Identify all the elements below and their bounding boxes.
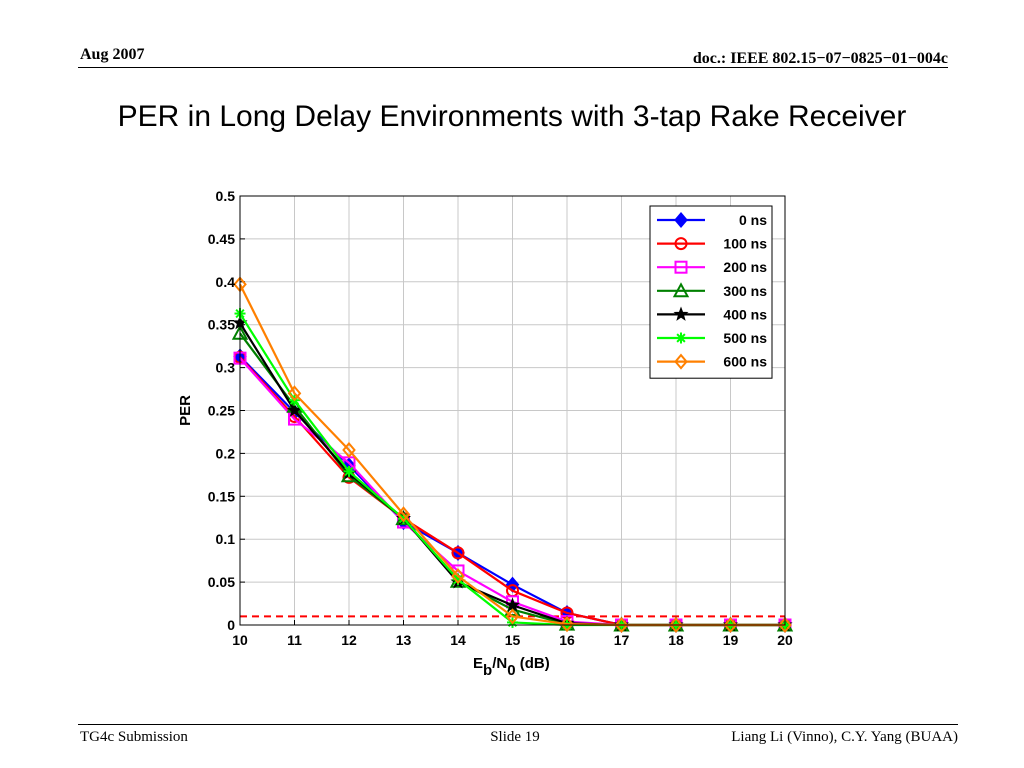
legend-label: 0 ns bbox=[739, 212, 767, 228]
y-tick-label: 0.45 bbox=[208, 231, 235, 247]
legend-swatch-marker bbox=[673, 306, 689, 321]
x-axis-label-tail: (dB) bbox=[516, 655, 550, 672]
y-tick-label: 0.2 bbox=[216, 445, 236, 461]
x-tick-label: 10 bbox=[232, 632, 248, 648]
legend-swatch-marker bbox=[674, 211, 688, 229]
x-tick-label: 12 bbox=[341, 632, 357, 648]
legend-entry: 300 ns bbox=[657, 282, 767, 299]
x-axis-label-main: E bbox=[473, 655, 483, 672]
y-tick-label: 0.3 bbox=[216, 360, 236, 376]
y-tick-label: 0.25 bbox=[208, 403, 235, 419]
data-point bbox=[286, 402, 303, 417]
footer-authors: Liang Li (Vinno), C.Y. Yang (BUAA) bbox=[731, 729, 958, 745]
tick-labels: 10 11 12 13 14 15 16 17 18 19 20 0 0.05 0.1 0.15 0.2 0.2… bbox=[208, 188, 793, 648]
data-point bbox=[451, 546, 465, 560]
data-point bbox=[451, 568, 465, 585]
data-point bbox=[342, 441, 356, 459]
x-tick-label: 13 bbox=[396, 632, 412, 648]
slide-title: PER in Long Delay Environments with 3-ta… bbox=[117, 100, 907, 133]
legend: 0 ns 100 ns 200 ns 300 ns 400 ns 500 ns 600 ns bbox=[649, 205, 773, 379]
y-tick-label: 0 bbox=[227, 617, 235, 633]
header-date: Aug 2007 bbox=[80, 46, 145, 63]
legend-entry: 0 ns bbox=[657, 211, 767, 229]
x-axis-label-sub2: 0 bbox=[507, 662, 515, 679]
y-tick-label: 0.05 bbox=[208, 574, 235, 590]
footer-slide-number: Slide 19 bbox=[490, 729, 540, 745]
data-point bbox=[396, 506, 411, 523]
data-point bbox=[778, 616, 792, 634]
legend-label: 600 ns bbox=[723, 354, 767, 370]
x-tick-label: 19 bbox=[723, 632, 739, 648]
x-tick-label: 20 bbox=[777, 632, 793, 648]
legend-box bbox=[649, 205, 773, 379]
data-point bbox=[343, 465, 355, 477]
x-tick-label: 18 bbox=[668, 632, 684, 648]
legend-swatch-marker bbox=[674, 237, 688, 251]
x-tick-label: 16 bbox=[559, 632, 575, 648]
x-tick-label: 17 bbox=[614, 632, 630, 648]
legend-entry: 200 ns bbox=[657, 259, 767, 275]
x-tick-label: 15 bbox=[505, 632, 521, 648]
legend-swatch-marker bbox=[674, 260, 688, 274]
data-point bbox=[504, 597, 521, 612]
y-tick-label: 0.1 bbox=[216, 531, 236, 547]
y-tick-label: 0.4 bbox=[216, 274, 236, 290]
plot-frame bbox=[239, 195, 786, 626]
legend-entry: 600 ns bbox=[657, 353, 767, 370]
y-tick-label: 0.5 bbox=[216, 188, 236, 204]
legend-label: 400 ns bbox=[723, 306, 767, 322]
header-rule bbox=[78, 67, 948, 68]
x-tick-label: 14 bbox=[450, 632, 466, 648]
data-point bbox=[287, 385, 302, 402]
x-tick-label: 11 bbox=[287, 632, 302, 648]
legend-entry: 400 ns bbox=[657, 306, 767, 322]
data-point bbox=[669, 616, 683, 634]
legend-label: 500 ns bbox=[723, 330, 767, 346]
legend-entry: 100 ns bbox=[657, 236, 767, 252]
data-point bbox=[614, 616, 629, 634]
y-axis-label: PER bbox=[177, 395, 194, 426]
x-axis-label-mid: /N bbox=[492, 655, 507, 672]
legend-entry: 500 ns bbox=[657, 330, 767, 346]
data-point bbox=[560, 616, 574, 633]
y-tick-label: 0.15 bbox=[208, 488, 235, 504]
x-axis-label-sub1: b bbox=[483, 662, 492, 679]
legend-label: 200 ns bbox=[723, 259, 767, 275]
footer-rule bbox=[78, 724, 958, 725]
x-axis-label: Eb/N0 (dB) bbox=[473, 655, 550, 679]
legend-swatch-marker bbox=[672, 282, 690, 298]
legend-swatch-marker bbox=[675, 332, 687, 344]
legend-label: 300 ns bbox=[723, 283, 767, 299]
y-tick-label: 0.35 bbox=[208, 317, 235, 333]
legend-swatch-marker bbox=[674, 353, 688, 370]
footer-left: TG4c Submission bbox=[80, 729, 188, 745]
data-point bbox=[723, 616, 738, 634]
data-point bbox=[505, 608, 520, 625]
legend-label: 100 ns bbox=[723, 236, 767, 252]
header-doc-id: doc.: IEEE 802.15−07−0825−01−004c bbox=[692, 50, 948, 67]
